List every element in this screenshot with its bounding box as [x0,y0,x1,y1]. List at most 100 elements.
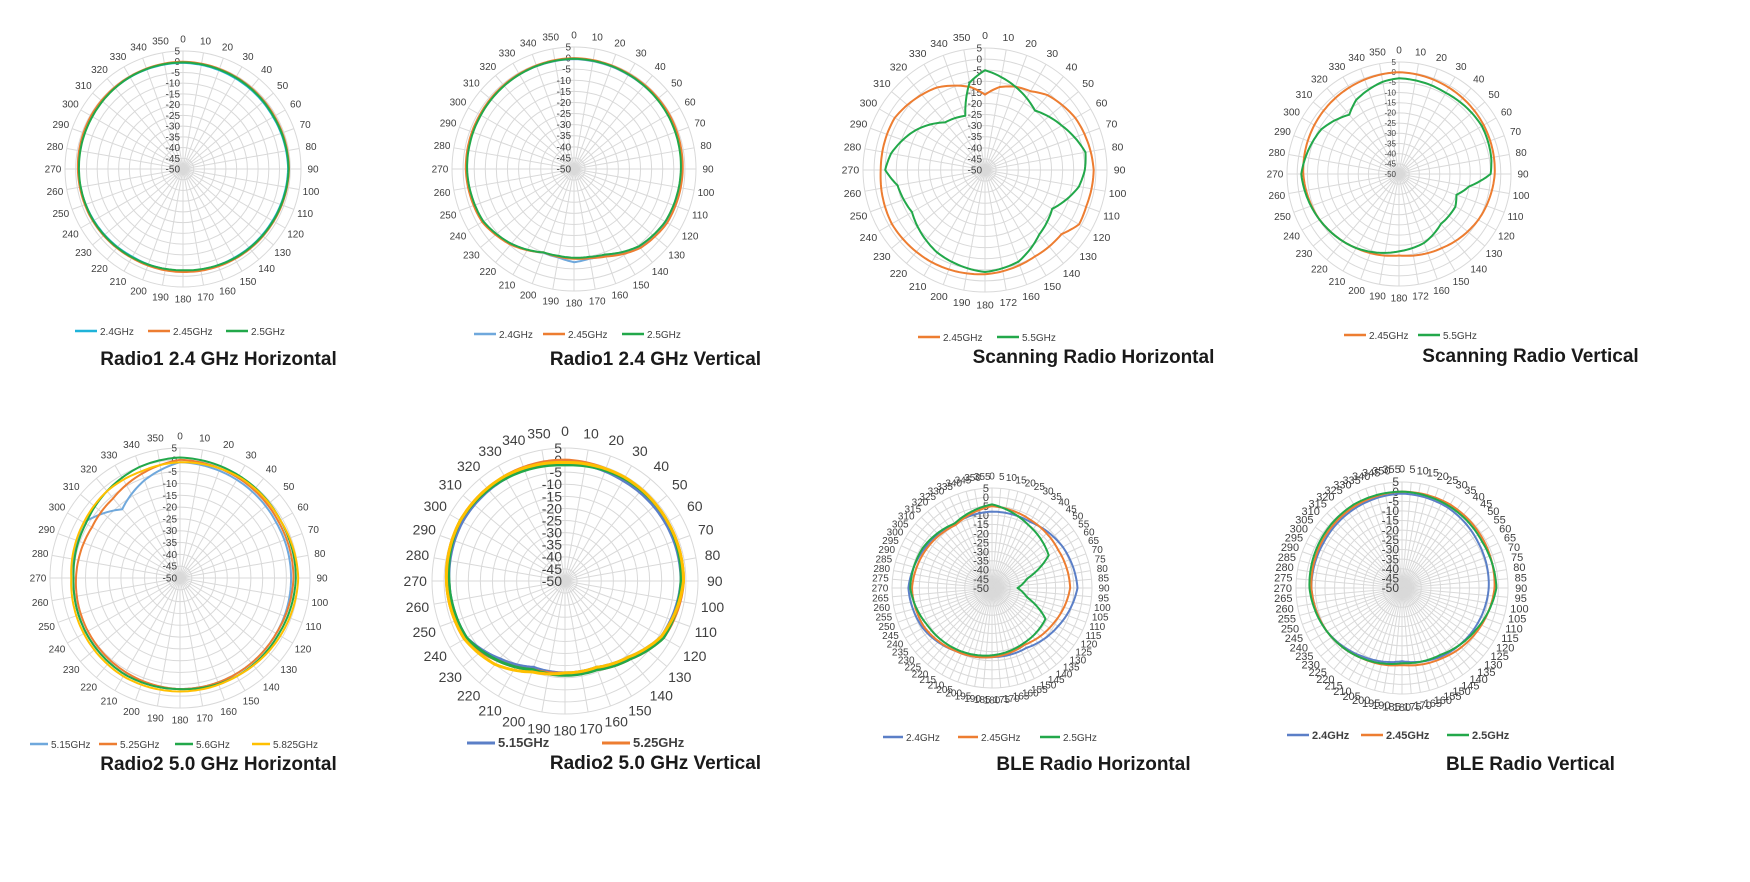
angle-tick-label: 350 [953,32,971,44]
grid-spoke [1398,68,1438,175]
chart-legend: 2.45GHz 5.5GHz [918,333,1056,344]
angle-tick-label: 230 [1296,249,1313,260]
angle-tick-label: 70 [698,522,714,538]
grid-spoke [991,587,1079,639]
angle-tick-label: 250 [440,210,457,221]
angle-tick-label: 320 [890,62,908,74]
radial-tick-labels: 50-5-10-15-20-25-30-35-40-45-50 [557,43,572,176]
legend-label: 2.5GHz [647,330,681,341]
angle-tick-label: 260 [873,603,890,614]
radial-tick-label: -5 [1388,494,1399,508]
angle-tick-label: 120 [682,232,699,243]
angle-tick-label: 110 [297,209,313,220]
angle-tick-label: 70 [300,120,312,131]
angle-tick-label: 345 [1362,468,1380,480]
grid-spoke [906,76,986,171]
grid-spoke [1288,154,1400,175]
grid-spoke [1401,587,1478,664]
grid-spoke [963,49,986,171]
angle-tick-label: 250 [413,624,437,640]
grid-spoke [573,168,668,248]
angle-tick-label: 20 [1025,478,1037,489]
angle-tick-label: 320 [1316,492,1334,504]
grid-spoke [573,168,596,290]
grid-spoke [1398,101,1486,175]
grid-spoke [1401,587,1495,642]
grid-spoke [974,587,993,687]
angle-tick-label: 310 [873,78,891,90]
angle-tick-label: 290 [440,119,457,130]
grid-spoke [71,168,184,210]
angle-tick-label: 330 [1333,480,1351,492]
grid-spoke [573,168,695,191]
grid-spoke [182,128,295,170]
radial-tick-label: -35 [557,131,572,142]
grid-spoke [1360,68,1400,175]
angle-tick-label: 350 [527,425,551,441]
grid-spoke [468,168,575,231]
radial-tick-label: -35 [1384,139,1396,148]
angle-tick-label: 200 [130,287,147,298]
angle-tick-label: 160 [1022,291,1040,303]
angle-tick-label: 300 [424,498,448,514]
angle-tick-label: 80 [1516,148,1528,159]
radial-tick-label: -40 [973,565,989,577]
angle-tick-label: 325 [919,492,936,503]
grid-spoke [982,587,993,688]
angle-tick-label: 325 [1324,485,1342,497]
grid-spoke [80,109,184,170]
grid-spoke [541,449,566,582]
angle-tick-label: 170 [1414,700,1432,712]
grid-spoke [1401,587,1421,693]
angle-tick-label: 50 [671,78,683,89]
angle-tick-label: 170 [1003,694,1020,705]
radial-tick-label: -10 [968,77,983,88]
legend-label: 2.4GHz [906,733,940,744]
grid-spoke [984,49,1007,171]
radial-tick-label: -40 [166,143,181,154]
legend-label: 2.45GHz [943,333,982,344]
angle-tick-label: 50 [277,81,289,92]
grid-spoke [991,587,1057,665]
angle-tick-label: 120 [287,230,304,241]
legend-label: 2.4GHz [499,330,533,341]
legend-label: 5.5GHz [1443,331,1477,342]
grid-spoke [182,109,286,170]
angle-tick-label: 260 [406,599,430,615]
angle-tick-label: 135 [1477,667,1495,679]
grid-spoke [573,75,653,170]
grid-spoke [920,587,993,660]
angle-tick-label: 280 [1269,148,1286,159]
angle-tick-label: 240 [62,230,79,241]
grid-spoke [984,169,1047,276]
radial-tick-label: 5 [976,44,982,55]
grid-spoke [957,493,993,589]
grid-spoke [459,126,575,170]
grid-spoke [123,168,184,272]
angle-tick-label: 60 [290,100,302,111]
angle-tick-label: 45 [1480,499,1492,511]
radial-tick-label: -25 [557,109,572,120]
grid-spoke [179,577,280,662]
grid-spoke [927,587,993,665]
series-line [909,503,1050,657]
grid-spoke [1401,587,1448,685]
grid-spoke [1401,485,1430,589]
grid-spoke [991,530,1075,589]
grid-spoke [552,48,575,170]
angle-tick-label: 70 [1106,119,1118,131]
grid-spoke [92,168,184,246]
angle-tick-label: 300 [62,100,79,111]
radial-tick-label: -25 [1384,119,1396,128]
radial-tick-label: 5 [1392,475,1399,489]
grid-spoke [984,169,1106,192]
angle-tick-label: 115 [1501,633,1519,645]
radial-tick-label: 5 [983,483,989,495]
angle-tick-label: 320 [912,498,929,509]
angle-tick-label: 245 [1285,633,1303,645]
grid-spoke [1301,173,1400,231]
grid-spoke [984,169,1100,213]
grid-spoke [991,587,1075,646]
angle-tick-label: 85 [1515,572,1527,584]
